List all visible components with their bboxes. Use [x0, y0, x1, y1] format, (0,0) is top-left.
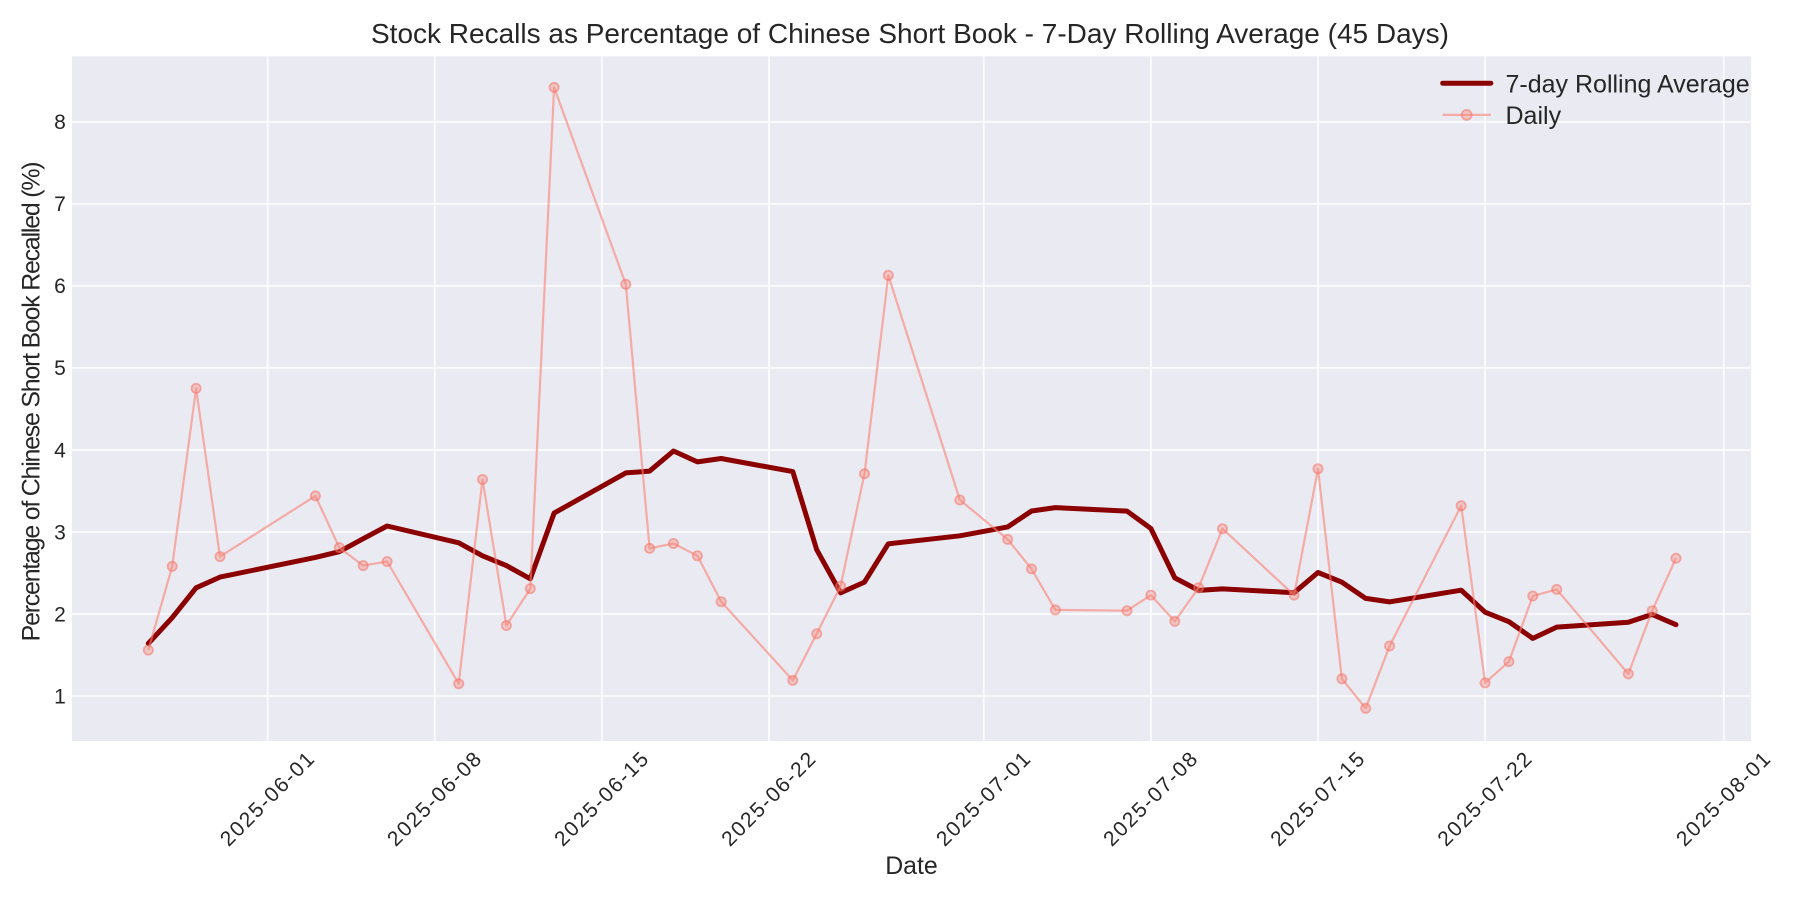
svg-text:3: 3 — [54, 521, 66, 544]
svg-text:2025-06-01: 2025-06-01 — [216, 747, 320, 851]
svg-text:2025-08-01: 2025-08-01 — [1672, 747, 1776, 851]
svg-text:Date: Date — [885, 852, 938, 880]
svg-text:2025-07-15: 2025-07-15 — [1266, 747, 1370, 851]
svg-text:2: 2 — [54, 603, 66, 626]
svg-text:2025-07-01: 2025-07-01 — [932, 747, 1036, 851]
svg-text:5: 5 — [54, 357, 66, 380]
svg-text:Daily: Daily — [1506, 102, 1562, 130]
svg-text:2025-06-15: 2025-06-15 — [550, 747, 654, 851]
svg-text:1: 1 — [54, 685, 66, 708]
svg-text:Stock Recalls as Percentage of: Stock Recalls as Percentage of Chinese S… — [371, 18, 1449, 49]
svg-text:8: 8 — [54, 111, 66, 134]
svg-text:2025-06-22: 2025-06-22 — [717, 747, 821, 851]
svg-text:2025-07-22: 2025-07-22 — [1433, 747, 1537, 851]
svg-text:2025-06-08: 2025-06-08 — [383, 747, 487, 851]
svg-text:2025-07-08: 2025-07-08 — [1099, 747, 1203, 851]
svg-text:7: 7 — [54, 193, 66, 216]
svg-text:7-day Rolling Average: 7-day Rolling Average — [1506, 70, 1750, 98]
svg-text:Percentage of Chinese Short Bo: Percentage of Chinese Short Book Recalle… — [18, 163, 46, 642]
svg-text:6: 6 — [54, 275, 66, 298]
svg-text:4: 4 — [54, 439, 66, 462]
